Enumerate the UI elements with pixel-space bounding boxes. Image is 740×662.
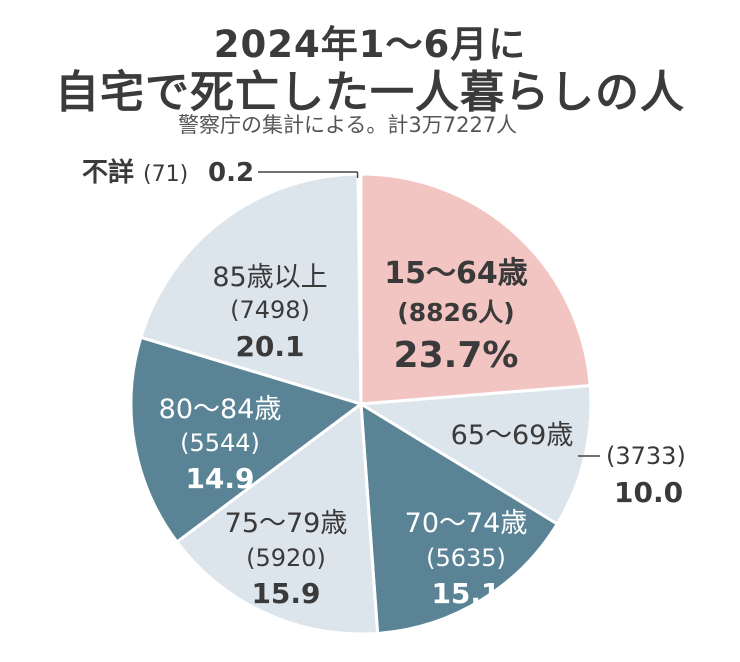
slice-5-count-label: (5544) [180,429,260,457]
slice-7-percent-label: 0.2 [208,158,254,188]
slice-4-name-label: 75～79歳 [225,508,348,539]
chart-title-line-1: 2024年1～6月に [213,23,527,66]
slice-6-name-label: 85歳以上 [212,262,327,293]
slice-7-count-label: (71) [143,162,188,187]
slice-3-count-label: (5635) [426,544,506,572]
pie-slice-slice-5 [129,335,363,544]
slice-1-name-label: 15～64歳 [384,256,528,291]
slice-3-name-label: 70～74歳 [405,508,528,539]
slice-2-count-label: (3733) [606,442,686,470]
pie-slice-slice-4 [175,402,380,636]
slice-4-percent-label: 15.9 [251,577,320,610]
slice-1-count-label: (8826人) [397,298,514,327]
pie-labels: 15～64歳 (8826人) 23.7% 65～69歳 (3733) 10.0 70～74歳… [82,157,686,610]
slice-5-percent-label: 14.9 [185,462,254,495]
slice-6-percent-label: 20.1 [235,330,304,363]
pie-slices [129,172,593,636]
slice-3-percent-label: 15.1 [431,577,500,610]
slice-7-name-label: 不詳 [82,157,134,188]
slice-4-count-label: (5920) [246,544,326,572]
slice-5-name-label: 80～84歳 [159,394,282,425]
pie-slice-slice-3 [359,402,559,635]
slice-2-name-label: 65～69歳 [451,420,574,451]
pie-slice-slice-1 [359,172,592,406]
slice-2-percent-label: 10.0 [614,476,683,509]
chart-subtitle: 警察庁の集計による。計3万7227人 [178,113,518,137]
pie-slice-slice-2 [359,384,593,526]
slice-1-percent-label: 23.7% [394,335,519,376]
pie-slice-slice-6 [139,172,363,406]
chart-title-line-2: 自宅で死亡した一人暮らしの人 [55,67,685,118]
slice-6-count-label: (7498) [230,296,310,324]
